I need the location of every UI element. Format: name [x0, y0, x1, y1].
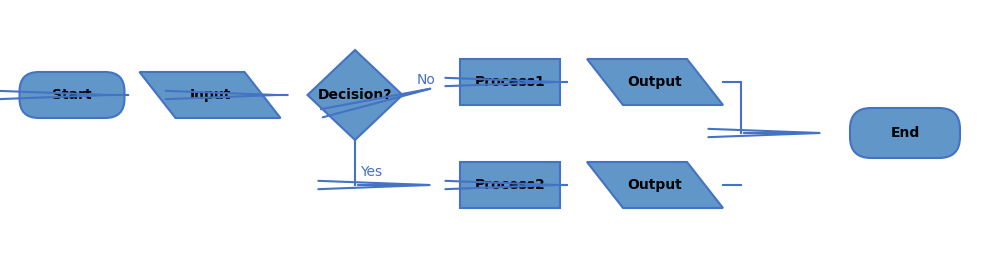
Text: Yes: Yes — [360, 165, 382, 179]
Bar — [460, 162, 560, 208]
Polygon shape — [140, 72, 280, 118]
Bar — [460, 59, 560, 105]
Polygon shape — [587, 162, 723, 208]
Text: No: No — [417, 73, 435, 87]
FancyBboxPatch shape — [20, 72, 125, 118]
Text: Start: Start — [52, 88, 91, 102]
Text: Output: Output — [627, 75, 682, 89]
Text: Output: Output — [627, 178, 682, 192]
Text: Input: Input — [190, 88, 231, 102]
FancyBboxPatch shape — [850, 108, 960, 158]
Text: Process1: Process1 — [475, 75, 546, 89]
Polygon shape — [308, 50, 402, 140]
Polygon shape — [587, 59, 723, 105]
Text: End: End — [891, 126, 920, 140]
Text: Decision?: Decision? — [318, 88, 392, 102]
Text: Process2: Process2 — [475, 178, 546, 192]
